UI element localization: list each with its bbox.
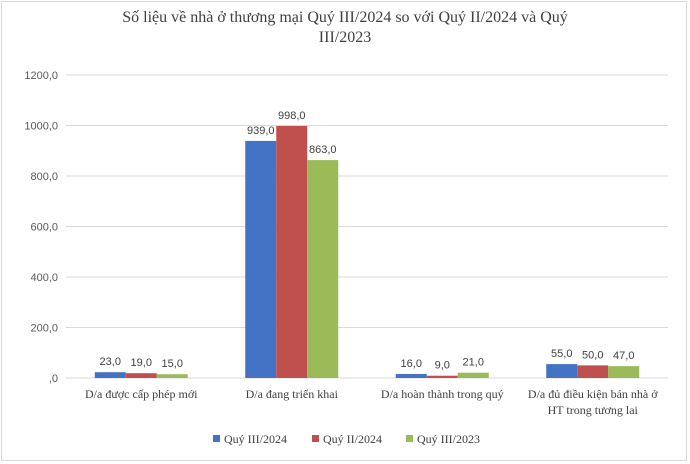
x-tick-label: D/a được cấp phép mới: [85, 387, 198, 401]
legend-swatch: [213, 435, 220, 442]
data-label: 9,0: [435, 360, 450, 372]
x-tick-label: D/a hoàn thành trong quý: [381, 387, 504, 401]
y-tick-label: 1000,0: [24, 121, 58, 133]
bar: [457, 372, 489, 378]
y-tick-label: 1200,0: [24, 70, 58, 82]
data-label: 939,0: [247, 125, 275, 137]
data-label: 21,0: [463, 357, 484, 369]
chart-title: Số liệu về nhà ở thương mại Quý III/2024…: [0, 8, 690, 48]
data-label: 15,0: [162, 358, 183, 370]
bar: [276, 126, 308, 378]
data-label: 50,0: [582, 349, 603, 361]
data-label: 863,0: [309, 144, 337, 156]
x-tick-label: D/a đủ điều kiện bán nhà ở: [528, 387, 658, 401]
bar: [245, 140, 277, 378]
y-tick-label: 600,0: [30, 222, 58, 234]
y-tick-label: 400,0: [30, 272, 58, 284]
bar: [156, 374, 188, 378]
y-tick-label: ,0: [49, 373, 58, 385]
bar: [307, 160, 339, 378]
bar: [125, 373, 157, 378]
legend-label: Quý III/2024: [224, 432, 287, 446]
chart-title-line-1: Số liệu về nhà ở thương mại Quý III/2024…: [122, 9, 568, 26]
legend-label: Quý II/2024: [323, 432, 382, 446]
data-label: 19,0: [131, 357, 152, 369]
data-label: 16,0: [401, 358, 422, 370]
legend-swatch: [312, 435, 319, 442]
y-tick-label: 800,0: [30, 171, 58, 183]
legend-label: Quý III/2023: [417, 432, 480, 446]
bar: [546, 364, 578, 378]
chart-title-line-2: III/2023: [318, 29, 372, 46]
data-label: 55,0: [551, 348, 572, 360]
bar: [426, 375, 458, 378]
bar: [577, 365, 609, 378]
bar: [608, 366, 640, 378]
data-label: 23,0: [100, 356, 121, 368]
bar: [395, 373, 427, 378]
y-tick-label: 200,0: [30, 323, 58, 335]
data-label: 998,0: [278, 110, 306, 122]
x-tick-label: D/a đang triển khai: [246, 387, 339, 401]
x-tick-label: HT trong tương lai: [548, 403, 639, 417]
data-label: 47,0: [613, 350, 634, 362]
bar: [94, 372, 126, 378]
legend-swatch: [406, 435, 413, 442]
